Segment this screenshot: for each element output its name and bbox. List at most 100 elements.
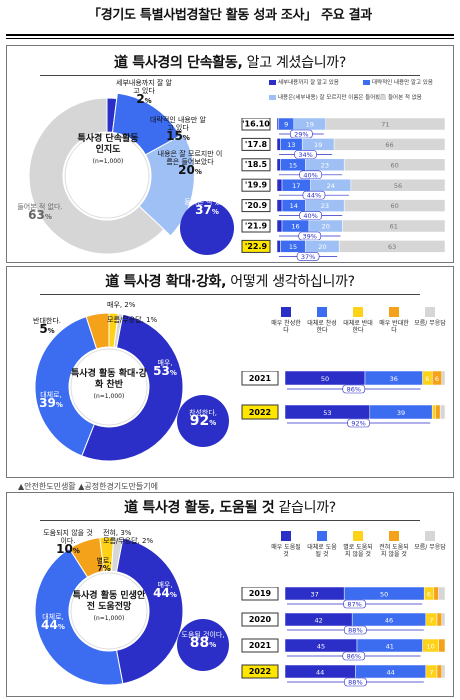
legend-col-never: 전혀 도움되지 않을 것 <box>377 531 411 558</box>
callout-very-helpful: 매우, 44% <box>153 581 177 600</box>
callout-strongly-agree-value: 53 <box>153 364 170 378</box>
section1-row-year-label: '16.10 <box>242 119 270 128</box>
callout-oppose-label: 반대한다. <box>33 317 61 325</box>
section1-row-year-box <box>241 118 271 131</box>
section3-row-total-box <box>343 599 366 609</box>
callout-rather-helpful-value: 44 <box>41 618 58 632</box>
section1-row-segment-label: 9 <box>284 121 288 129</box>
section3-row-total-label: 88% <box>348 679 362 687</box>
callout-know-roughly: 대략적인 내용만 알고 있다 15% <box>150 116 206 143</box>
section3-row-segment <box>438 587 446 601</box>
section1-row-total-box <box>290 129 313 139</box>
section1-row-segment-label: 63 <box>388 243 396 251</box>
section1-row-segment-label: 23 <box>321 161 329 169</box>
section3-row-total-box <box>342 651 366 661</box>
section3-donut-hole <box>70 572 148 650</box>
title-rule-thin <box>6 38 454 39</box>
legend-label: 대체로 찬성한다 <box>307 320 337 334</box>
section3-row-year-label: 2022 <box>249 667 271 676</box>
section3-title: 道 특사경 활동, 도움될 것 같습니까? <box>7 497 453 521</box>
legend-swatch <box>317 307 327 317</box>
section-helpfulness: 道 특사경 활동, 도움될 것 같습니까? 특사경 활동 민생안전 도움전망 (… <box>6 492 454 697</box>
section2-center-text: 특사경 활동 확대·강화 찬반 <box>71 369 147 390</box>
callout-never-help: 전혀, 3% <box>103 529 132 537</box>
section2-row-year-box <box>241 404 279 420</box>
legend-col-agree: 대체로 찬성한다 <box>305 307 339 334</box>
section2-row-year-label: 2022 <box>249 408 271 417</box>
callout-agree-total: 찬성한다, 92% <box>189 409 217 429</box>
section2-row-segment-label: 6 <box>435 375 439 383</box>
document-title: 「경기도 특별사법경찰단 활동 성과 조사」 주요 결과 <box>88 8 372 23</box>
section2-row-segment-label: 39 <box>397 409 405 417</box>
section2-title-sub: 어떻게 생각하십니까? <box>226 274 355 290</box>
section3-row-segment-label: 41 <box>386 642 394 650</box>
section3-row-segment <box>441 664 446 679</box>
section1-row-total-box <box>299 170 322 180</box>
section3-row-year-label: 2021 <box>249 641 272 650</box>
section1-row-segment-label: 17 <box>292 182 300 190</box>
legend-col-no-answer-3: 모름/ 무응답 <box>413 531 447 551</box>
section2-row-total-box <box>342 384 366 394</box>
legend-item-name-only: 내용은(세부내용) 잘 모르지만 이름은 들어봤음 <box>269 93 385 101</box>
legend-label: 대체로 도움될 것 <box>307 544 337 558</box>
section3-trend-bars: 2019 37 50 6 87% 2020 42 46 7 88% 2021 45 41 10 86% 202… <box>241 587 446 687</box>
section3-donut-slice-4 <box>110 536 124 573</box>
section1-donut-slice-2 <box>138 133 195 237</box>
section3-title-main: 道 특사경 활동, 도움될 것 <box>124 500 275 516</box>
section2-row-segment-label: 6 <box>425 375 429 383</box>
section1-row-segment <box>343 199 446 212</box>
legend-col-no-answer: 모름/ 무응답 <box>413 307 447 327</box>
callout-know-roughly-value: 15 <box>166 129 183 143</box>
section1-row-total-box <box>296 252 320 261</box>
section1-row-segment <box>325 118 446 131</box>
section1-row-segment-label: 15 <box>289 243 297 251</box>
section3-row-segment-label: 10 <box>426 642 434 650</box>
section1-row-year-label: '20.9 <box>245 201 268 210</box>
callout-name-only: 내용은 잘 모르지만 이름은 들어보았다 20% <box>157 150 223 177</box>
callout-rather-agree-value: 39 <box>39 396 56 410</box>
section1-row-total-box <box>302 190 326 200</box>
section2-center-n: (n=1,000) <box>93 393 125 400</box>
section3-row-segment-label: 7 <box>429 616 433 624</box>
section1-row-segment-label: 19 <box>314 141 322 149</box>
section1-row-segment-label: 56 <box>394 182 402 190</box>
section3-row-total-label: 87% <box>347 601 361 609</box>
callout-agree-total-label: 찬성한다, <box>189 409 217 417</box>
callout-not-help-label: 도움되지 않을 것이다. <box>43 529 93 545</box>
section1-row-year-label: '17.8 <box>245 140 268 149</box>
legend-swatch <box>353 307 363 317</box>
section1-row-segment-label: 61 <box>390 223 398 231</box>
section3-row-segment <box>433 587 439 601</box>
callout-oppose: 반대한다. 5% <box>33 317 61 336</box>
callout-not-help: 도움되지 않을 것이다. 10% <box>43 529 93 556</box>
legend-label: 대략적인 내용만 알고 있음 <box>372 80 433 86</box>
section1-donut-slice-3 <box>28 97 165 255</box>
section1-title: 道 특사경의 단속활동, 알고 계셨습니까? <box>7 52 453 76</box>
section1-row-year-box <box>241 199 271 213</box>
callout-heard: 들어본 적 있다. 37% <box>184 198 230 217</box>
section2-row-segment <box>431 404 436 420</box>
section1-row-segment-label: 14 <box>290 202 298 210</box>
section3-center-text: 특사경 활동 민생안전 도움전망 <box>72 591 146 612</box>
section1-row-total-box <box>299 211 322 220</box>
section1-row-segment <box>276 199 283 212</box>
callout-very-helpful-value: 44 <box>153 586 170 600</box>
callout-strongly-agree-label: 매우, <box>157 359 173 367</box>
callout-rather-agree-label: 대체로, <box>40 391 62 399</box>
section1-row-total-label: 34% <box>298 151 312 159</box>
section2-donut-slice-0 <box>81 313 184 462</box>
section2-row-segment <box>441 371 446 386</box>
callout-know-details-value: 2 <box>136 92 145 106</box>
section-expansion: 道 특사경 확대·강화, 어떻게 생각하십니까? 특사경 활동 확대·강화 찬반… <box>6 266 454 478</box>
callout-strong-oppose: 매우, 2% <box>107 301 136 309</box>
legend-swatch <box>389 307 399 317</box>
section2-total-bubble <box>177 395 229 447</box>
section2-title: 道 특사경 확대·강화, 어떻게 생각하십니까? <box>7 271 453 295</box>
legend-col-rather-helpful: 대체로 도움될 것 <box>305 531 339 558</box>
legend-swatch <box>425 531 435 541</box>
section2-donut-slice-1 <box>34 315 98 457</box>
section1-row-segment-label: 23 <box>321 202 329 210</box>
section2-row-total-label: 92% <box>351 420 365 428</box>
legend-col-very-helpful: 매우 도움될 것 <box>269 531 303 558</box>
section1-row-total-label: 29% <box>294 131 308 139</box>
